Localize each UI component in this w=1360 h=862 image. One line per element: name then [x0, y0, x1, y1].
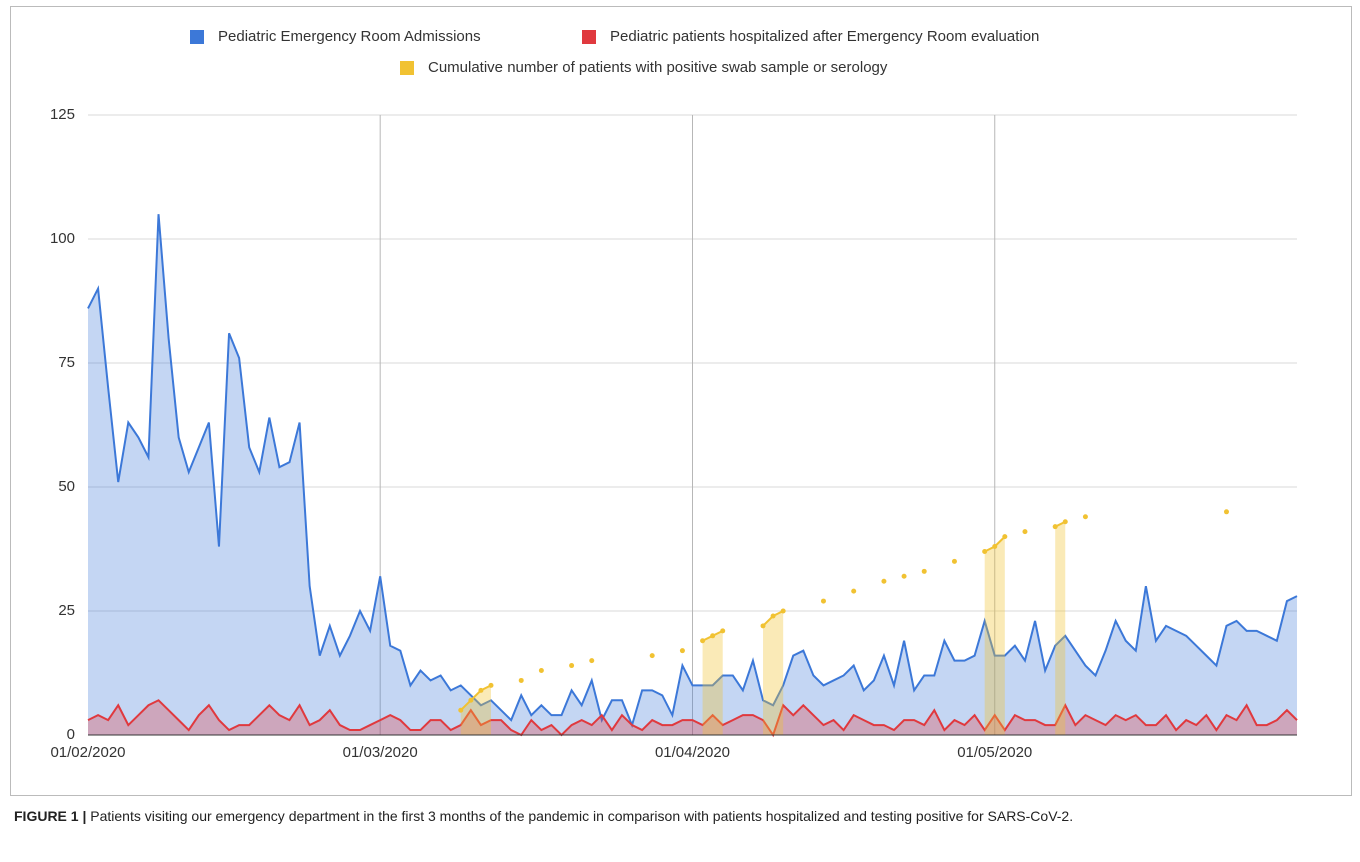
point	[820, 598, 826, 604]
legend-swatch	[582, 30, 596, 44]
area	[88, 214, 1297, 735]
y-tick-label: 100	[50, 230, 75, 247]
x-tick-label: 01/03/2020	[343, 744, 418, 761]
y-tick-label: 50	[58, 478, 75, 495]
area	[763, 611, 784, 735]
y-tick-label: 125	[50, 106, 75, 123]
point	[881, 578, 887, 584]
point	[538, 668, 544, 674]
point	[478, 687, 484, 693]
point	[951, 558, 957, 564]
point	[851, 588, 857, 594]
point	[921, 568, 927, 574]
legend-swatch	[400, 61, 414, 75]
legend-label: Cumulative number of patients with posit…	[428, 59, 888, 76]
point	[1052, 524, 1058, 530]
point	[982, 548, 988, 554]
point	[1022, 529, 1028, 535]
legend: Pediatric Emergency Room Admissions Pedia…	[190, 28, 1039, 76]
point	[770, 613, 776, 619]
point	[468, 697, 474, 703]
legend-swatch	[190, 30, 204, 44]
area	[88, 700, 1297, 735]
y-tick-label: 25	[58, 602, 75, 619]
point	[710, 633, 716, 639]
caption-text: Patients visiting our emergency departme…	[90, 808, 1074, 824]
area	[460, 685, 491, 735]
point	[589, 658, 595, 664]
point	[649, 653, 655, 659]
x-tick-label: 01/05/2020	[957, 744, 1032, 761]
caption: FIGURE 1 | Patients visiting our emergen…	[14, 806, 1244, 827]
point	[518, 677, 524, 683]
y-tick-label: 0	[67, 726, 75, 743]
x-tick-label: 01/02/2020	[50, 744, 125, 761]
point	[901, 573, 907, 579]
point	[679, 648, 685, 654]
figure-frame	[10, 6, 1352, 796]
line	[87, 214, 1298, 729]
area	[1055, 521, 1066, 735]
caption-label: FIGURE 1 |	[14, 808, 87, 824]
point	[1082, 514, 1088, 520]
line	[87, 699, 1298, 738]
point	[760, 623, 766, 629]
line	[460, 684, 492, 711]
point	[569, 663, 575, 669]
x-tick-label: 01/04/2020	[655, 744, 730, 761]
point	[458, 707, 464, 713]
point	[780, 608, 786, 614]
point	[1223, 509, 1229, 515]
point	[1062, 519, 1068, 525]
point	[700, 638, 706, 644]
point	[720, 628, 726, 634]
legend-label: Pediatric Emergency Room Admissions	[218, 28, 481, 45]
legend-label: Pediatric patients hospitalized after Em…	[610, 28, 1039, 45]
point	[992, 544, 998, 550]
point	[1002, 534, 1008, 540]
area	[984, 536, 1005, 735]
chart: 0 25 50 75 100 125 01/02/2020 01/03/2020 01/04/2…	[50, 28, 1298, 761]
area	[702, 630, 723, 735]
y-tick-label: 75	[58, 354, 75, 371]
point	[488, 682, 494, 688]
